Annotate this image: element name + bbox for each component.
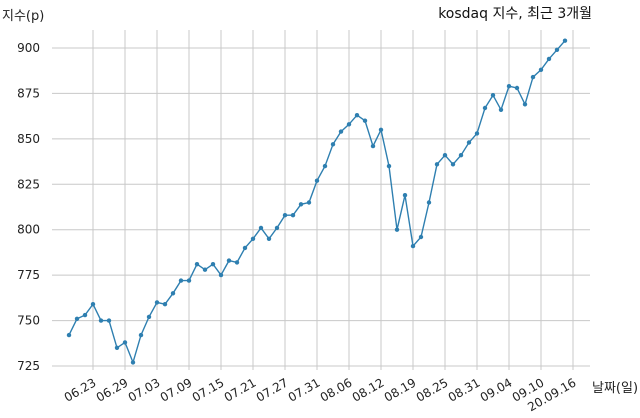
data-point bbox=[426, 200, 432, 205]
data-point bbox=[138, 332, 144, 338]
data-point bbox=[394, 227, 400, 232]
data-point bbox=[106, 318, 112, 323]
data-point bbox=[410, 243, 416, 249]
chart-title: kosdaq 지수, 최근 3개월 bbox=[438, 6, 592, 22]
data-point bbox=[554, 47, 560, 52]
data-point bbox=[338, 129, 344, 134]
x-tick-label: 07.21 bbox=[222, 375, 259, 404]
y-tick-label: 875 bbox=[17, 86, 40, 100]
data-point bbox=[322, 163, 328, 169]
data-point bbox=[266, 236, 272, 241]
y-tick-label: 725 bbox=[17, 359, 40, 373]
data-point bbox=[290, 213, 296, 218]
data-point bbox=[538, 67, 544, 73]
data-point bbox=[122, 340, 128, 345]
data-point bbox=[442, 153, 448, 158]
data-point bbox=[250, 236, 256, 241]
data-point bbox=[402, 193, 408, 198]
data-point bbox=[466, 140, 472, 145]
data-point bbox=[490, 93, 496, 98]
data-point bbox=[170, 291, 176, 296]
data-point bbox=[74, 316, 80, 321]
data-point bbox=[306, 200, 312, 205]
data-point bbox=[378, 127, 384, 132]
data-point bbox=[330, 142, 336, 147]
y-tick-label: 825 bbox=[17, 177, 40, 191]
data-point bbox=[146, 314, 152, 320]
y-tick-label: 900 bbox=[17, 41, 40, 55]
y-tick-labels: 725 750 775 800 825 850 875 900 bbox=[17, 41, 40, 373]
data-point bbox=[202, 267, 208, 272]
data-point bbox=[186, 278, 192, 283]
x-tick-label: 07.09 bbox=[158, 375, 195, 404]
data-point bbox=[154, 300, 160, 305]
data-point bbox=[314, 178, 320, 183]
y-tick-label: 750 bbox=[17, 314, 40, 328]
data-point bbox=[82, 312, 88, 318]
data-point bbox=[354, 113, 360, 118]
data-point bbox=[226, 258, 232, 263]
y-gridlines bbox=[52, 47, 590, 367]
y-tick-label: 850 bbox=[17, 132, 40, 146]
data-point bbox=[474, 131, 480, 136]
x-gridlines bbox=[92, 30, 574, 370]
data-point bbox=[418, 234, 424, 240]
data-point bbox=[514, 85, 520, 91]
x-tick-label: 09.04 bbox=[478, 375, 515, 404]
data-point bbox=[282, 213, 288, 218]
data-point bbox=[274, 225, 280, 231]
x-tick-label: 07.27 bbox=[254, 375, 291, 404]
x-tick-label: 06.23 bbox=[62, 375, 99, 404]
y-tick-label: 800 bbox=[17, 223, 40, 237]
data-point bbox=[362, 118, 368, 123]
x-tick-label: 08.31 bbox=[446, 375, 483, 404]
data-point bbox=[90, 302, 96, 307]
x-tick-label: 07.03 bbox=[126, 375, 163, 404]
data-point bbox=[258, 225, 264, 231]
x-tick-label: 06.29 bbox=[94, 375, 131, 404]
data-point bbox=[114, 345, 120, 350]
data-point bbox=[178, 278, 184, 283]
data-point bbox=[346, 122, 352, 127]
data-point bbox=[298, 202, 304, 207]
data-point bbox=[162, 302, 168, 307]
data-point bbox=[218, 272, 224, 278]
data-point bbox=[498, 107, 504, 113]
x-tick-label: 08.12 bbox=[350, 375, 387, 404]
data-point bbox=[562, 38, 568, 43]
data-point bbox=[530, 74, 536, 80]
data-point bbox=[522, 102, 528, 107]
data-point bbox=[66, 332, 72, 338]
data-point bbox=[210, 262, 216, 267]
x-tick-label: 07.15 bbox=[190, 375, 227, 404]
y-axis-title: 지수(p) bbox=[2, 9, 44, 24]
data-point bbox=[506, 84, 512, 89]
data-point bbox=[546, 56, 552, 62]
x-tick-label: 08.06 bbox=[318, 375, 355, 404]
x-tick-labels: 06.2306.2907.0307.0907.1507.2107.2707.31… bbox=[62, 375, 579, 414]
y-tick-label: 775 bbox=[17, 268, 40, 282]
data-points bbox=[66, 38, 568, 365]
x-axis-title: 날짜(일) bbox=[592, 381, 638, 396]
data-point bbox=[234, 260, 240, 265]
data-point bbox=[458, 153, 464, 158]
data-point bbox=[370, 143, 376, 149]
data-point bbox=[98, 318, 104, 323]
x-tick-label: 07.31 bbox=[286, 375, 323, 404]
x-tick-label: 08.19 bbox=[382, 375, 419, 404]
data-point bbox=[194, 262, 200, 267]
data-point bbox=[450, 162, 456, 167]
x-tick-label: 08.25 bbox=[414, 375, 451, 404]
data-point bbox=[482, 105, 488, 111]
data-point bbox=[130, 360, 136, 365]
data-point bbox=[434, 162, 440, 167]
data-point bbox=[386, 163, 392, 169]
data-point bbox=[242, 245, 248, 251]
